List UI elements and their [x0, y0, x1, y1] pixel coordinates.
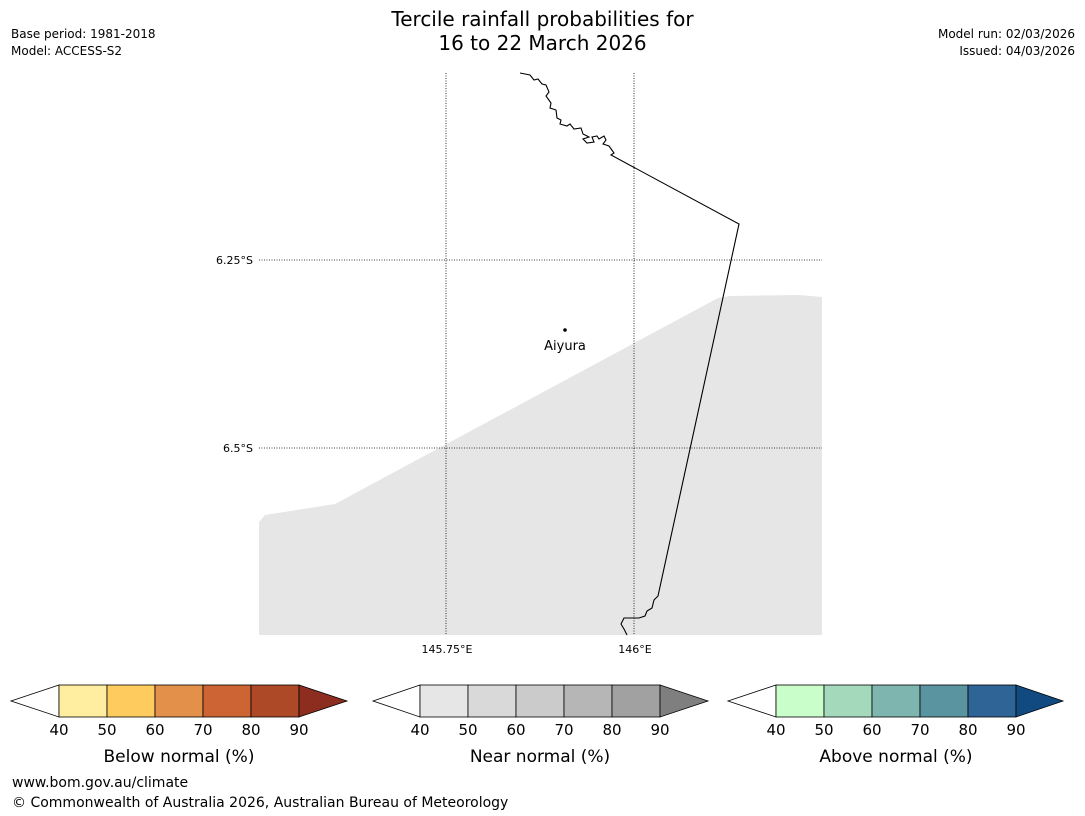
meta-left: Base period: 1981-2018 Model: ACCESS-S2	[11, 26, 156, 60]
legend-above-swatch-60-70	[871, 684, 921, 718]
legend-above-tick: 60	[862, 721, 881, 739]
legend-near-tick: 80	[602, 721, 621, 739]
legend-above-tick: 80	[958, 721, 977, 739]
legend-below-swatch-lt40	[9, 684, 60, 718]
shaded-region	[259, 295, 822, 635]
legend-below-swatch-70-80	[202, 684, 252, 718]
footer-copyright: © Commonwealth of Australia 2026, Austra…	[12, 795, 509, 811]
legend-near-swatch-60-70	[515, 684, 565, 718]
legend-above-tick: 90	[1006, 721, 1025, 739]
legend-above-swatch-lt40	[726, 684, 777, 718]
legend-above-normal: 40 50 60 70 80 90 Above normal (%)	[726, 684, 1065, 767]
legend-near-swatch-40-50	[419, 684, 469, 718]
legend-below-swatch-80-90	[250, 684, 300, 718]
legend-below-tick: 60	[145, 721, 164, 739]
legend-above-swatch-80-90	[967, 684, 1017, 718]
legend-above-swatch-50-60	[823, 684, 873, 718]
legend-near-swatch-80-90	[611, 684, 661, 718]
legend-above-tick: 70	[910, 721, 929, 739]
legend-below-swatch-50-60	[106, 684, 156, 718]
meta-right: Model run: 02/03/2026 Issued: 04/03/2026	[938, 26, 1075, 60]
legend-below-normal: 40 50 60 70 80 90 Below normal (%)	[9, 684, 349, 767]
aiyura-label: Aiyura	[544, 339, 586, 354]
legend-below-swatch-gt90	[298, 684, 349, 718]
model-run-text: Model run: 02/03/2026	[937, 27, 1075, 41]
legend-above-tick: 50	[814, 721, 833, 739]
legend-above-title: Above normal (%)	[819, 747, 972, 767]
legend-above-tick: 40	[766, 721, 785, 739]
legend-near-normal: 40 50 60 70 80 90 Near normal (%)	[371, 684, 710, 767]
legend-near-tick: 60	[506, 721, 525, 739]
legend-near-tick: 40	[410, 721, 429, 739]
legend-below-tick: 80	[241, 721, 260, 739]
legend-near-title: Near normal (%)	[470, 747, 610, 767]
legend-below-title: Below normal (%)	[104, 747, 255, 767]
map-title-line2: 16 to 22 March 2026	[438, 31, 647, 55]
lon-label-146: 146°E	[618, 643, 651, 656]
legend-above-swatch-gt90	[1015, 684, 1065, 718]
boundary-line	[519, 72, 740, 636]
legend-near-swatch-70-80	[563, 684, 613, 718]
model-text: Model: ACCESS-S2	[11, 44, 123, 58]
legend-above-swatch-40-50	[775, 684, 825, 718]
aiyura-marker	[563, 328, 567, 332]
issued-text: Issued: 04/03/2026	[959, 44, 1075, 58]
legend-near-swatch-lt40	[371, 684, 421, 718]
legend-near-tick: 90	[650, 721, 669, 739]
legend-near-tick: 70	[554, 721, 573, 739]
legend-below-tick: 50	[97, 721, 116, 739]
legend-below-swatch-40-50	[58, 684, 108, 718]
legend-near-swatch-50-60	[467, 684, 517, 718]
legend-below-tick: 90	[289, 721, 308, 739]
legend-above-swatch-70-80	[919, 684, 969, 718]
legend-below-tick: 70	[193, 721, 212, 739]
lat-label-6-5: 6.5°S	[223, 442, 253, 455]
legend-below-swatch-60-70	[154, 684, 204, 718]
footer-url: www.bom.gov.au/climate	[12, 775, 189, 791]
legend-below-tick: 40	[49, 721, 68, 739]
lon-label-145-75: 145.75°E	[422, 643, 473, 656]
map-title-line1: Tercile rainfall probabilities for	[391, 7, 694, 31]
legend-near-swatch-gt90	[659, 684, 710, 718]
base-period-text: Base period: 1981-2018	[11, 27, 156, 41]
legend-near-tick: 50	[458, 721, 477, 739]
lat-label-6-25: 6.25°S	[216, 254, 253, 267]
